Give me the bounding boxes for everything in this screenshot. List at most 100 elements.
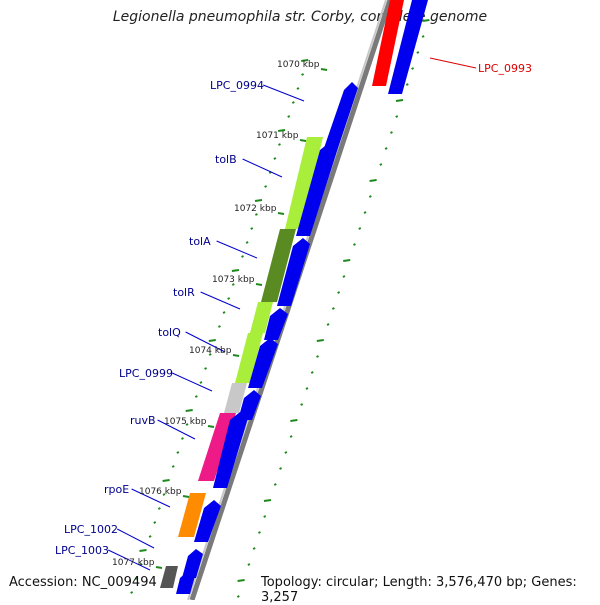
minor-tick [264, 185, 268, 188]
cds-arrow[interactable] [213, 412, 248, 488]
cog-bar-olive[interactable] [261, 229, 296, 302]
minor-tick [279, 467, 283, 470]
minor-tick [222, 311, 226, 314]
kbp-tick [255, 283, 263, 286]
cog-bar-orange[interactable] [178, 493, 206, 537]
gene-label[interactable]: rpoE [104, 483, 129, 496]
major-tick [237, 579, 245, 582]
cds-arrow-highlight[interactable] [372, 0, 404, 86]
minor-tick [284, 451, 288, 454]
cds-arrow[interactable] [248, 338, 278, 388]
cds-arrow[interactable] [194, 500, 221, 542]
minor-tick [337, 291, 341, 294]
minor-tick [405, 83, 409, 86]
minor-tick [204, 367, 208, 370]
cds-arrow[interactable] [264, 308, 288, 340]
minor-tick [148, 535, 152, 538]
kbp-label: 1075 kbp [164, 417, 207, 427]
gene-label[interactable]: LPC_0999 [119, 367, 173, 380]
major-tick [208, 339, 216, 342]
gene-label[interactable]: tolQ [158, 326, 181, 339]
gene-leader-line [116, 528, 155, 549]
cds-arrow[interactable] [324, 82, 358, 148]
kbp-label: 1077 kbp [112, 558, 155, 568]
major-tick [343, 259, 351, 262]
kbp-label: 1076 kbp [139, 487, 182, 497]
minor-tick [278, 143, 281, 146]
cds-arrow[interactable] [388, 0, 428, 94]
kbp-tick [232, 354, 240, 357]
cog-bar-pink[interactable] [198, 413, 236, 481]
cds-arrow[interactable] [238, 390, 261, 420]
minor-tick [310, 371, 314, 374]
minor-tick [194, 395, 198, 398]
minor-tick [162, 493, 166, 496]
minor-tick [231, 283, 235, 286]
kbp-tick [182, 495, 190, 498]
kbp-tick [320, 68, 328, 71]
gene-leader-line [429, 57, 477, 69]
minor-tick [389, 131, 393, 134]
gene-leader-line [157, 419, 196, 440]
cds-arrow[interactable] [296, 142, 338, 236]
minor-tick [368, 195, 372, 198]
gene-label[interactable]: tolA [189, 235, 211, 248]
minor-tick [316, 355, 319, 358]
minor-tick [171, 465, 175, 468]
kbp-tick [277, 212, 285, 215]
gene-label[interactable]: LPC_0994 [210, 79, 264, 92]
major-tick [254, 199, 263, 202]
major-tick [395, 99, 404, 102]
gene-label[interactable]: ruvB [130, 414, 156, 427]
minor-tick [358, 227, 362, 230]
minor-tick [157, 507, 161, 510]
cog-bar-yellowgreen[interactable] [250, 302, 273, 333]
minor-tick [153, 521, 157, 524]
minor-tick [273, 483, 277, 486]
major-tick [263, 499, 272, 502]
minor-tick [326, 323, 330, 326]
kbp-label: 1071 kbp [256, 131, 299, 141]
cds-arrow[interactable] [277, 238, 310, 306]
minor-tick [257, 531, 261, 534]
minor-tick [236, 595, 240, 598]
gene-labels: LPC_0993 LPC_0994 tolB tolA tolR tolQ LPC_0999… [55, 57, 532, 571]
cds-arrow[interactable] [182, 549, 203, 578]
gene-leader-line [242, 158, 283, 178]
minor-tick [287, 115, 291, 118]
minor-tick [252, 547, 256, 550]
gene-label[interactable]: LPC_0993 [478, 62, 532, 75]
major-tick [231, 269, 240, 272]
minor-tick [305, 387, 309, 390]
minor-tick [296, 87, 300, 90]
gene-leader-line [185, 331, 226, 353]
minor-tick [199, 381, 203, 384]
gene-leader-line [200, 291, 241, 310]
minor-tick [217, 325, 221, 328]
minor-tick [421, 35, 425, 38]
gene-label[interactable]: tolR [173, 286, 195, 299]
kbp-label: 1073 kbp [212, 275, 255, 285]
gene-label[interactable]: LPC_1002 [64, 523, 118, 536]
accession-label: Accession: NC_009494 [9, 575, 157, 590]
cog-bar-yellowgreen[interactable] [235, 333, 263, 383]
cog-bar-darkgray[interactable] [160, 566, 178, 588]
gene-label[interactable]: tolB [215, 153, 237, 166]
major-tick [162, 479, 170, 482]
cog-bar-yellowgreen[interactable] [285, 137, 323, 229]
cog-bar-gray[interactable] [224, 383, 247, 413]
major-tick [139, 549, 147, 552]
kbp-label: 1070 kbp [277, 60, 320, 70]
minor-tick [181, 437, 184, 440]
gene-leader-line [216, 240, 258, 259]
minor-tick [301, 73, 305, 76]
minor-tick [384, 147, 388, 150]
gene-label[interactable]: LPC_1003 [55, 544, 109, 557]
minor-tick [291, 101, 295, 104]
minor-tick [411, 67, 415, 70]
cds-arrow[interactable] [176, 571, 195, 594]
minor-tick [353, 243, 356, 246]
minor-tick [130, 591, 134, 594]
topology-label: Topology: circular; Length: 3,576,470 bp… [261, 575, 577, 605]
